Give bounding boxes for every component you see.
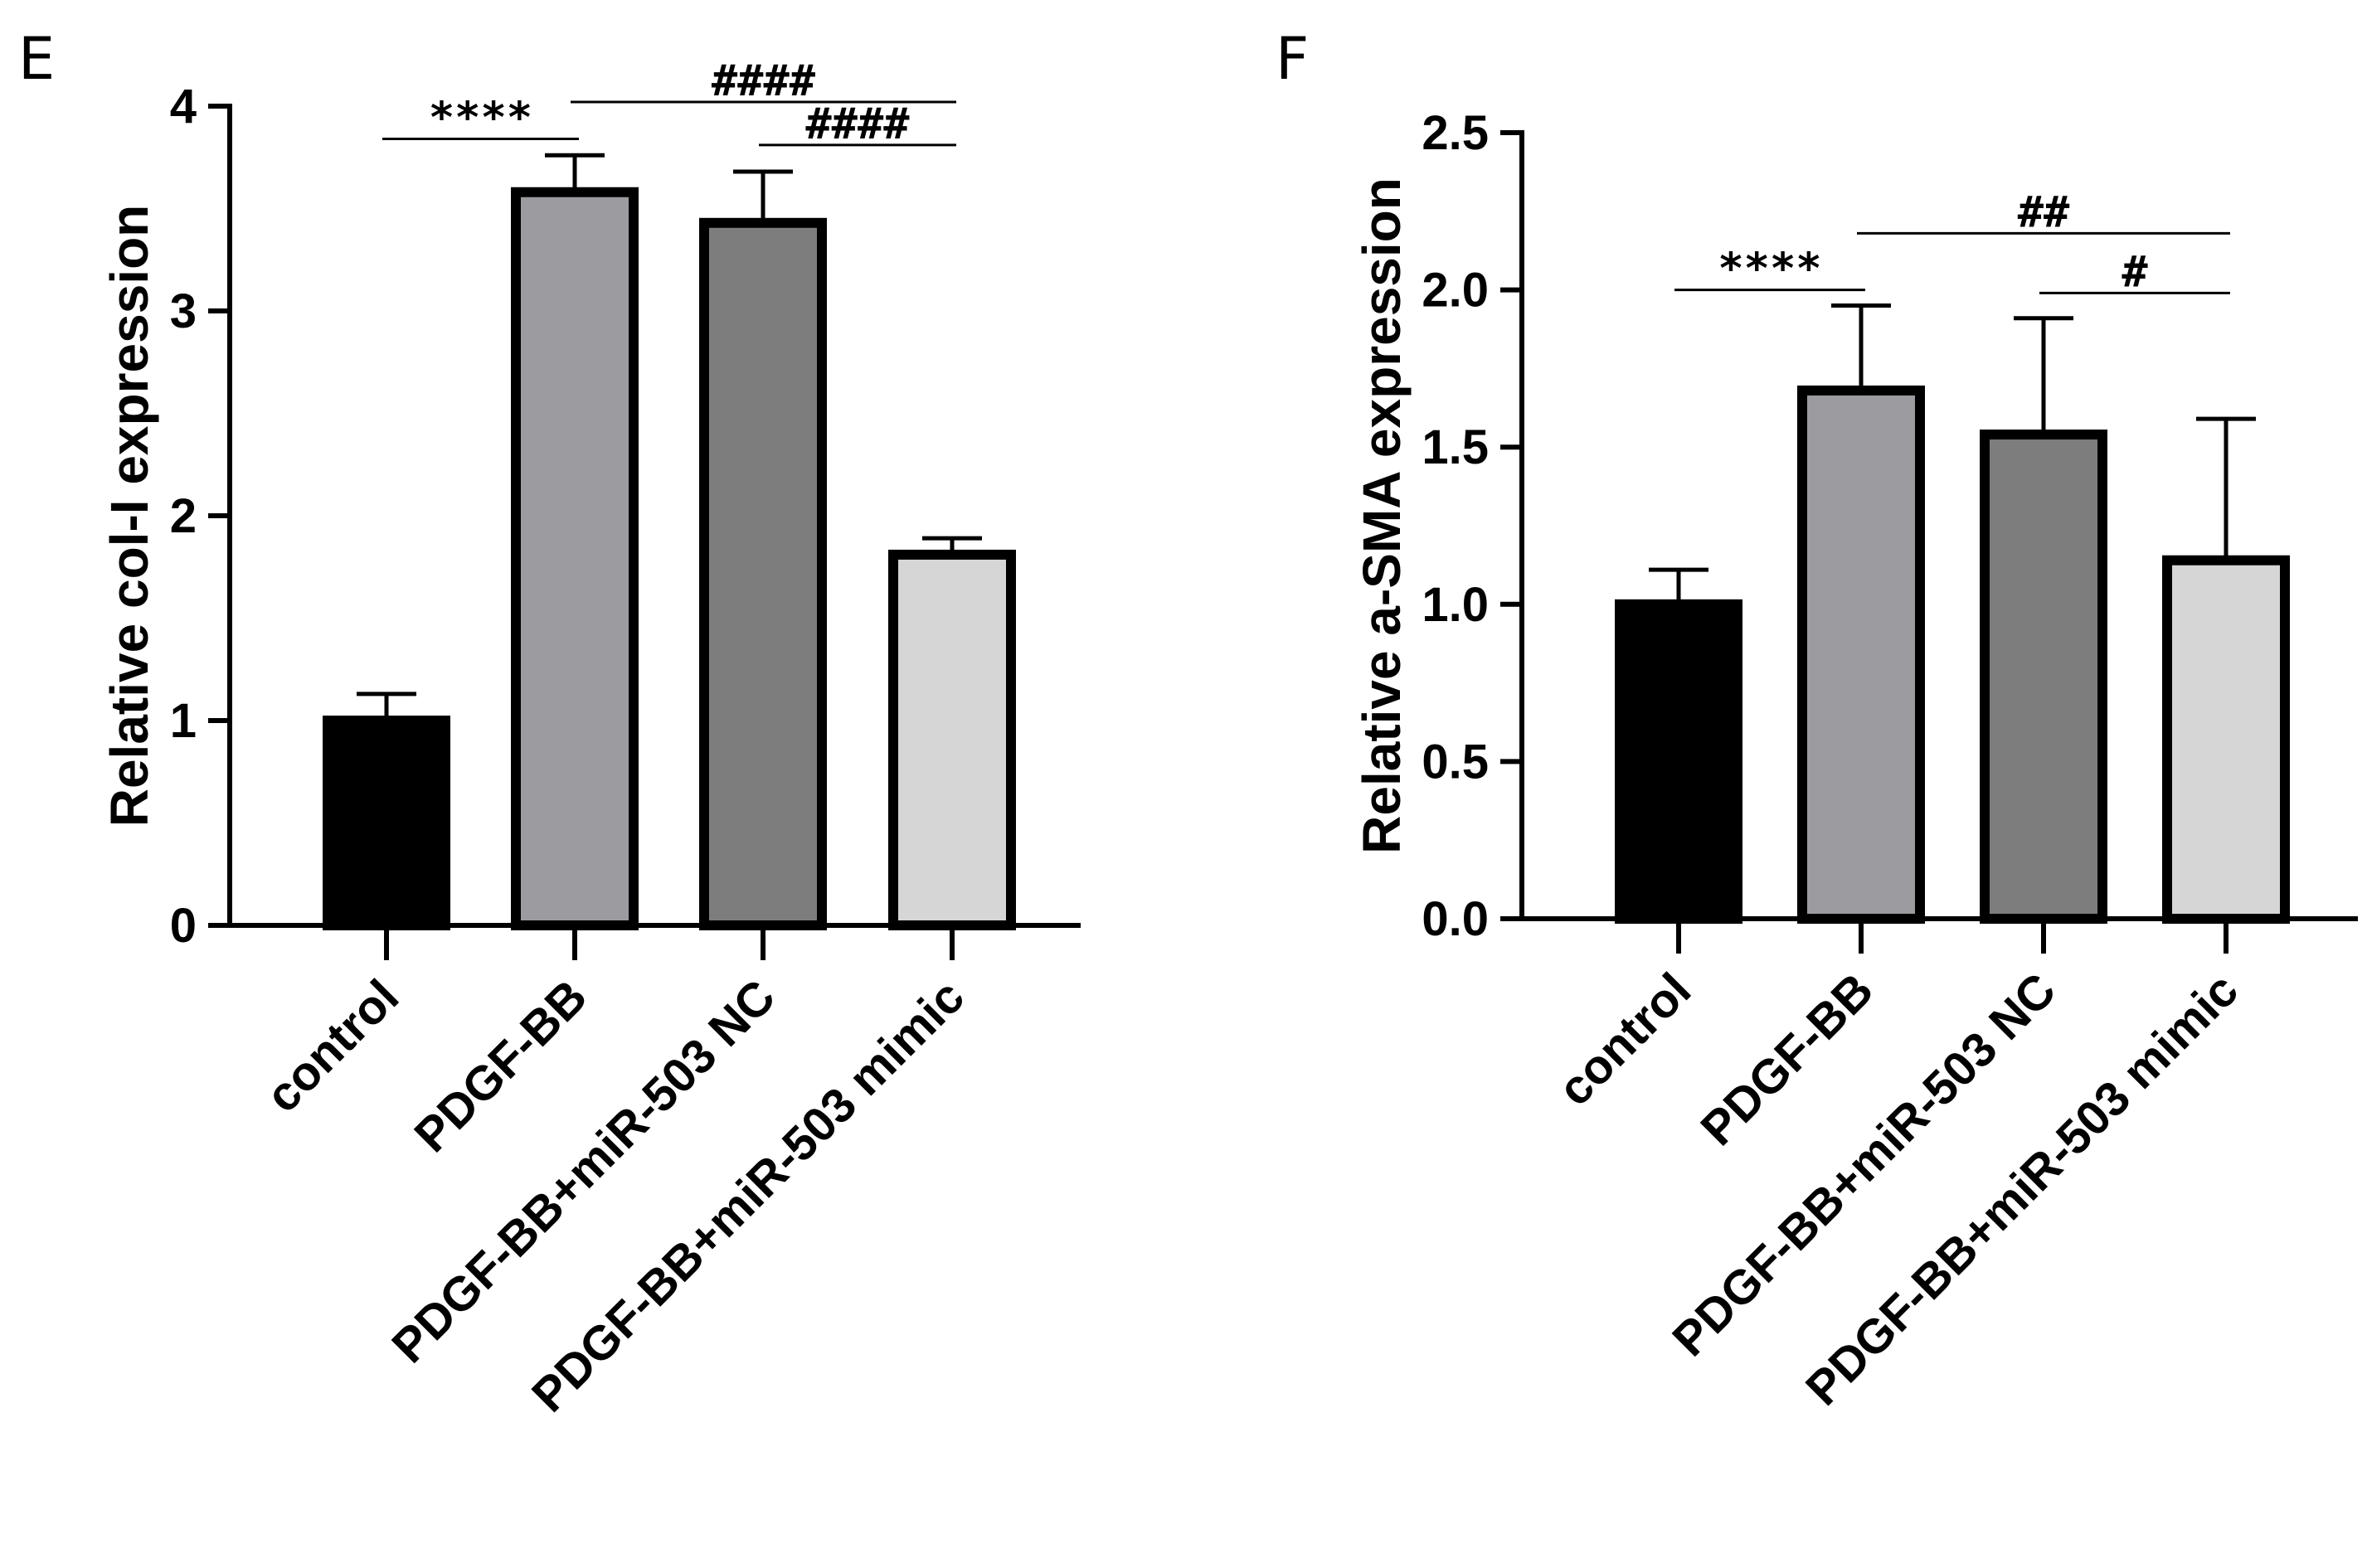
y-tick-label: 4 [170, 80, 197, 133]
significance-label: # [2122, 247, 2148, 297]
y-tick-label: 3 [170, 284, 197, 338]
bar [888, 549, 1016, 930]
panel-letter-e: E [18, 25, 55, 93]
bar [1980, 430, 2107, 924]
y-tick-label: 0.5 [1422, 735, 1489, 789]
y-tick-label: 1.0 [1422, 578, 1489, 632]
y-tick-label: 0.0 [1422, 892, 1489, 946]
y-tick-label: 1 [170, 694, 197, 748]
y-axis-title: Relative a-SMA expression [1352, 177, 1412, 854]
panel-letter-f: F [1276, 25, 1309, 93]
bar [1797, 385, 1925, 925]
y-tick-label: 0 [170, 899, 197, 953]
y-tick-label: 2.0 [1422, 264, 1489, 318]
significance-label: #### [805, 100, 910, 149]
y-tick-label: 1.5 [1422, 420, 1489, 474]
significance-label: **** [1718, 245, 1821, 294]
significance-label: #### [712, 56, 816, 106]
bar [2162, 555, 2290, 924]
y-tick-label: 2.5 [1422, 106, 1489, 160]
significance-label: ## [2018, 187, 2070, 237]
significance-label: **** [429, 94, 532, 143]
bar [323, 716, 450, 930]
y-axis-title: Relative col-I expression [100, 205, 159, 828]
bar [699, 217, 827, 931]
y-tick-label: 2 [170, 489, 197, 543]
bar [511, 187, 639, 931]
bar [1615, 599, 1742, 924]
